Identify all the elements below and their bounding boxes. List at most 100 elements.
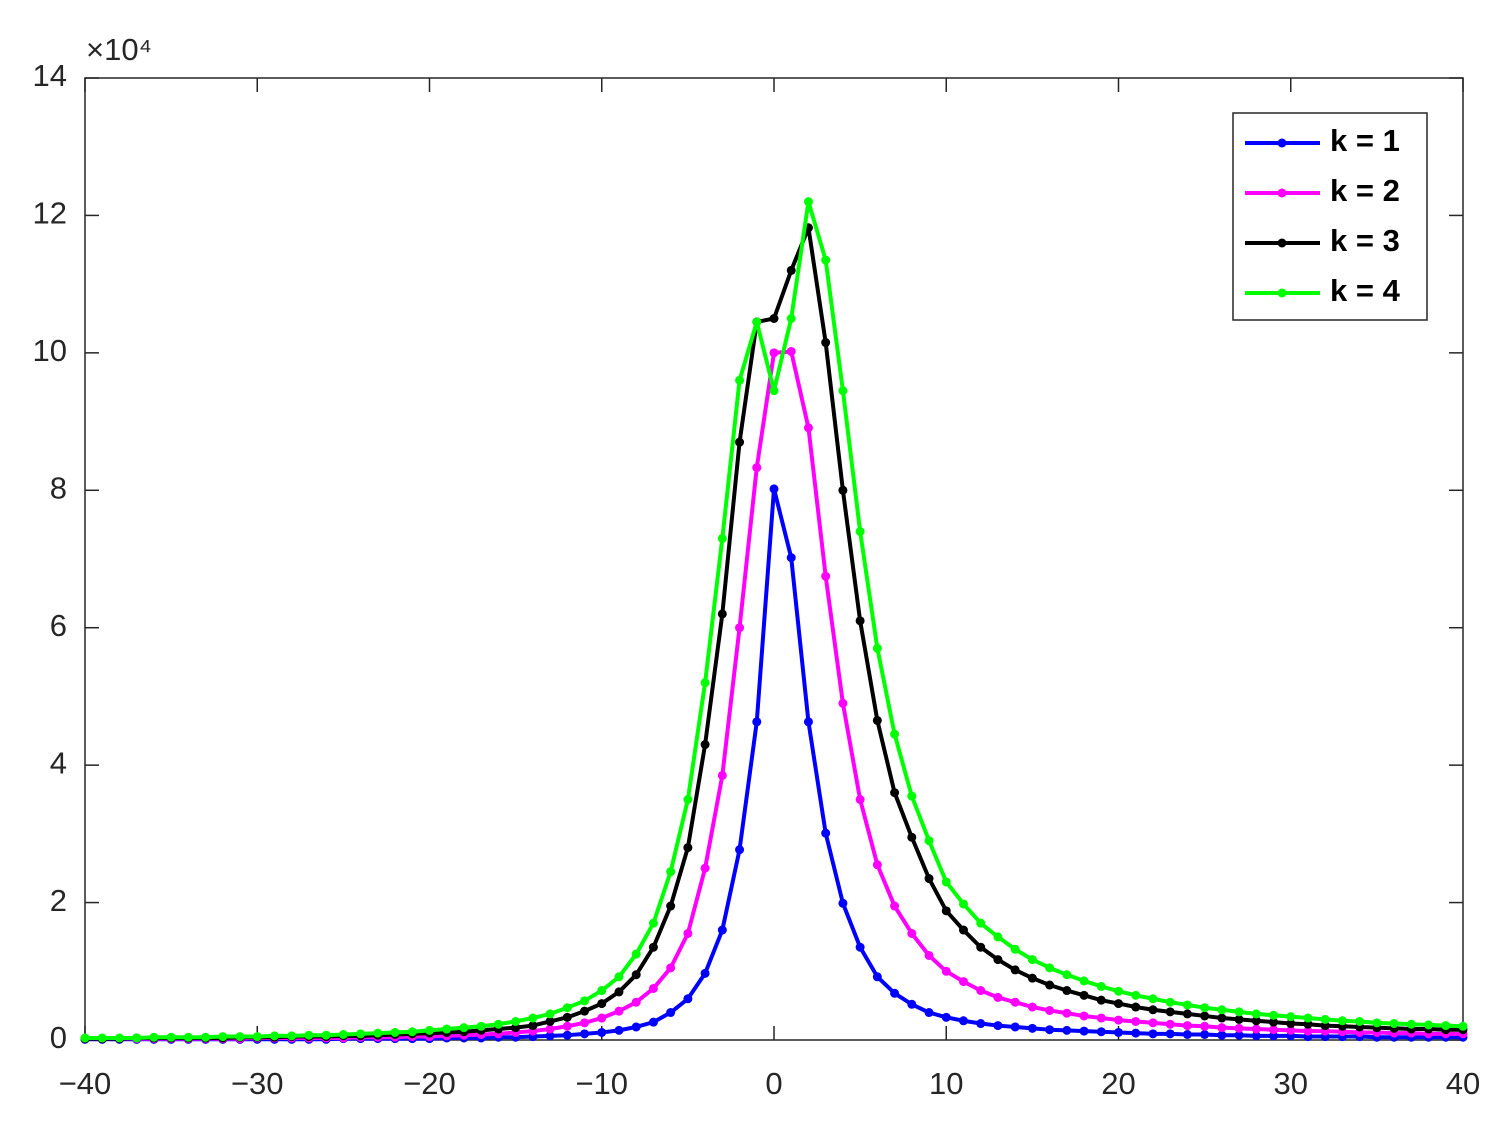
marker (993, 1021, 1003, 1031)
marker (838, 386, 848, 396)
legend-marker (1277, 138, 1287, 148)
marker (149, 1032, 159, 1042)
marker (1286, 1012, 1296, 1022)
marker (442, 1024, 452, 1034)
marker (717, 533, 727, 543)
marker (356, 1029, 366, 1039)
x-tick-label: −30 (231, 1066, 284, 1101)
marker (166, 1032, 176, 1042)
marker (976, 1019, 986, 1029)
marker (132, 1033, 142, 1043)
marker (786, 346, 796, 356)
marker (1251, 1024, 1261, 1034)
marker (493, 1019, 503, 1029)
marker (872, 860, 882, 870)
marker (597, 986, 607, 996)
marker (1251, 1031, 1261, 1041)
marker (1182, 1021, 1192, 1031)
marker (511, 1023, 521, 1033)
legend-label: k = 1 (1330, 123, 1400, 158)
marker (511, 1016, 521, 1026)
marker (821, 571, 831, 581)
marker (1096, 981, 1106, 991)
marker (1062, 986, 1072, 996)
x-tick-label: 10 (929, 1066, 963, 1101)
marker (1045, 980, 1055, 990)
marker (1406, 1019, 1416, 1029)
marker (1062, 1025, 1072, 1035)
marker (958, 1016, 968, 1026)
legend-label: k = 2 (1330, 173, 1400, 208)
marker (890, 901, 900, 911)
marker (1182, 1030, 1192, 1040)
marker (1200, 1011, 1210, 1021)
marker (683, 795, 693, 804)
marker (1303, 1013, 1313, 1023)
marker (1045, 1025, 1055, 1035)
legend-label: k = 4 (1330, 273, 1401, 308)
marker (1269, 1031, 1279, 1041)
marker (1372, 1018, 1382, 1028)
marker (786, 265, 796, 275)
marker (786, 553, 796, 563)
marker (958, 977, 968, 987)
marker (321, 1030, 331, 1040)
marker (614, 972, 624, 982)
marker (803, 423, 813, 433)
marker (1182, 1000, 1192, 1010)
marker (1303, 1019, 1313, 1029)
y-tick-label: 12 (33, 196, 67, 231)
marker (717, 925, 727, 935)
marker (114, 1033, 124, 1043)
marker (1096, 995, 1106, 1005)
marker (390, 1027, 400, 1037)
marker (1148, 1005, 1158, 1015)
marker (752, 317, 762, 327)
marker (269, 1031, 279, 1041)
legend-marker (1277, 288, 1287, 298)
marker (941, 1012, 951, 1022)
marker (1010, 944, 1020, 954)
marker (580, 1029, 590, 1039)
x-tick-label: 40 (1446, 1066, 1480, 1101)
marker (425, 1025, 434, 1035)
marker (976, 986, 986, 996)
marker (1355, 1016, 1365, 1026)
marker (1441, 1021, 1451, 1031)
marker (1458, 1021, 1468, 1031)
y-tick-label: 0 (50, 1020, 67, 1055)
marker (580, 1006, 590, 1016)
marker (700, 678, 710, 688)
marker (1217, 1013, 1227, 1023)
marker (528, 1021, 538, 1031)
marker (1320, 1021, 1330, 1031)
legend-marker (1277, 238, 1287, 248)
marker (803, 197, 813, 207)
marker (1131, 990, 1141, 1000)
marker (1165, 1019, 1175, 1029)
marker (993, 955, 1003, 965)
marker (1200, 1030, 1210, 1040)
marker (821, 255, 831, 265)
marker (1045, 1005, 1055, 1015)
marker (907, 999, 917, 1009)
marker (562, 1021, 572, 1031)
marker (580, 996, 590, 1006)
marker (993, 992, 1003, 1002)
marker (700, 740, 710, 750)
marker (700, 968, 710, 978)
marker (1234, 1023, 1244, 1033)
marker (735, 623, 745, 633)
marker (1251, 1016, 1261, 1026)
marker (1096, 1027, 1106, 1037)
marker (769, 386, 779, 396)
x-tick-label: −40 (59, 1066, 112, 1101)
marker (1079, 1011, 1089, 1021)
marker (562, 1012, 572, 1022)
marker (1079, 1026, 1089, 1036)
marker (373, 1028, 383, 1038)
legend-label: k = 3 (1330, 223, 1400, 258)
marker (786, 314, 796, 323)
marker (735, 375, 745, 385)
marker (1217, 1030, 1227, 1040)
